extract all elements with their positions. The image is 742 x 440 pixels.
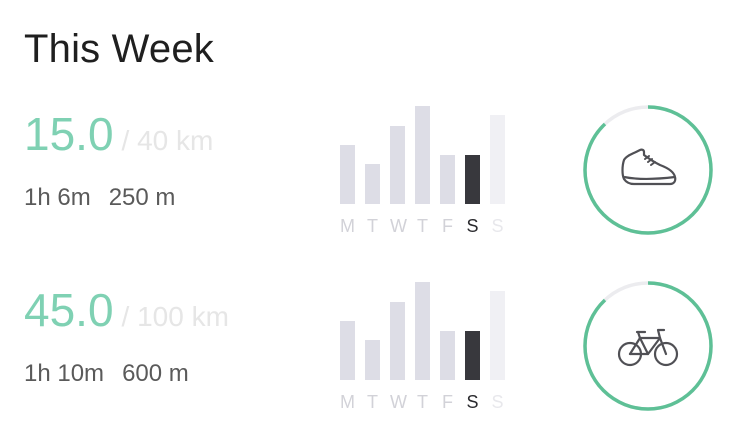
elevation-value: 250 m xyxy=(108,184,176,211)
day-label-7: S xyxy=(491,392,504,412)
page-title: This Week xyxy=(24,27,215,71)
day-bar-7 xyxy=(490,291,505,380)
duration-value: 1h 6m xyxy=(24,184,91,211)
activity-stats: 1h 10m 600 m xyxy=(24,360,189,388)
day-label-2: T xyxy=(367,392,378,412)
distance-current: 45.0 xyxy=(24,284,114,336)
bicycle-icon xyxy=(617,328,679,367)
day-bar-2 xyxy=(365,164,380,204)
day-bar-1 xyxy=(340,145,355,204)
distance-goal: / 40 km xyxy=(121,125,214,156)
distance-current: 15.0 xyxy=(24,108,114,160)
goal-progress-ring xyxy=(582,280,714,412)
day-label-5: F xyxy=(442,216,453,236)
distance-summary: 15.0/ 40 km xyxy=(24,108,213,167)
day-label-6: S xyxy=(466,216,479,236)
day-bar-4 xyxy=(415,106,430,204)
day-bar-4 xyxy=(415,282,430,380)
progress-ring-svg xyxy=(583,281,713,411)
day-bar-6 xyxy=(465,155,480,204)
progress-ring-svg xyxy=(583,105,713,235)
shoe-icon xyxy=(621,148,677,186)
duration-value: 1h 10m xyxy=(24,360,105,387)
day-label-3: W xyxy=(390,392,407,412)
day-label-4: T xyxy=(417,216,428,236)
day-bar-6 xyxy=(465,331,480,380)
day-label-1: M xyxy=(340,216,355,236)
day-label-7: S xyxy=(491,216,504,236)
day-bar-2 xyxy=(365,340,380,380)
day-label-6: S xyxy=(466,392,479,412)
distance-summary: 45.0/ 100 km xyxy=(24,284,229,343)
elevation-value: 600 m xyxy=(122,360,189,387)
day-label-3: W xyxy=(390,216,407,236)
progress-ring-fill xyxy=(583,281,713,411)
day-label-4: T xyxy=(417,392,428,412)
day-bar-5 xyxy=(440,155,455,204)
progress-ring-fill xyxy=(583,105,713,235)
day-label-2: T xyxy=(367,216,378,236)
day-label-5: F xyxy=(442,392,453,412)
day-bar-5 xyxy=(440,331,455,380)
activity-stats: 1h 6m 250 m xyxy=(24,184,175,212)
day-bar-7 xyxy=(490,115,505,204)
day-bar-1 xyxy=(340,321,355,380)
day-bar-3 xyxy=(390,302,405,380)
day-label-1: M xyxy=(340,392,355,412)
day-bar-3 xyxy=(390,126,405,204)
goal-progress-ring xyxy=(582,104,714,236)
distance-goal: / 100 km xyxy=(121,301,229,332)
